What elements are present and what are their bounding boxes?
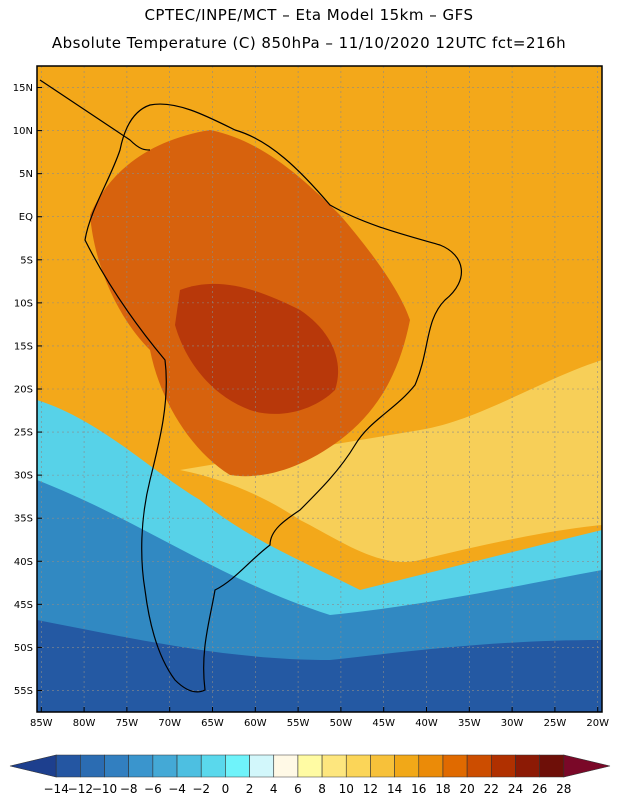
chart-title-line1: CPTEC/INPE/MCT – Eta Model 15km – GFS	[144, 6, 474, 24]
colorbar-swatch	[515, 754, 540, 778]
lat-tick-label: 50S	[14, 643, 33, 654]
colorbar-label: −14	[44, 782, 69, 796]
lon-tick-label: 85W	[30, 718, 53, 729]
lat-lon-grid	[37, 66, 602, 712]
colorbar-label: 28	[556, 782, 571, 796]
colorbar-swatch	[9, 754, 57, 778]
colorbar-swatch	[394, 754, 420, 778]
lon-tick-label: 35W	[458, 718, 481, 729]
colorbar-swatch	[466, 754, 492, 778]
longitude-axis: 85W 80W 75W 70W 65W 60W 55W 50W 45W 40W 35W 30W 25W 2…	[30, 707, 609, 729]
colorbar-swatch	[249, 754, 275, 778]
central-america-coastline	[39, 79, 151, 151]
colorbar-swatch	[539, 754, 565, 778]
lon-tick-label: 25W	[544, 718, 567, 729]
lat-tick-label: 10S	[14, 298, 33, 309]
colorbar-swatch	[200, 754, 226, 778]
colorbar-label: 18	[435, 782, 450, 796]
colorbar-label: 14	[387, 782, 402, 796]
colorbar-label: 22	[484, 782, 499, 796]
colorbar-swatch	[128, 754, 154, 778]
lon-tick-label: 55W	[287, 718, 310, 729]
colorbar-swatch	[370, 754, 395, 778]
colorbar-swatch	[55, 754, 81, 778]
colorbar-swatch	[491, 754, 516, 778]
colorbar-swatch	[345, 754, 371, 778]
colorbar-label: −4	[168, 782, 186, 796]
colorbar-swatch	[321, 754, 347, 778]
lat-tick-label: 20S	[14, 385, 33, 396]
cold-blue-region	[37, 470, 602, 660]
colorbar-label: −10	[92, 782, 117, 796]
colorbar-label: 20	[459, 782, 474, 796]
colorbar-label: 6	[294, 782, 302, 796]
colorbar-swatch	[297, 754, 323, 778]
lon-tick-label: 40W	[415, 718, 438, 729]
chart-title-line2: Absolute Temperature (C) 850hPa – 11/10/…	[51, 34, 567, 52]
hot-core-region	[175, 283, 339, 414]
cold-cyan-region	[37, 400, 602, 615]
south-yellow-region	[180, 360, 602, 562]
lon-tick-label: 50W	[330, 718, 353, 729]
colorbar-label: 26	[532, 782, 547, 796]
colorbar-swatch	[563, 754, 611, 778]
colorbar-label: 2	[246, 782, 254, 796]
colorbar: −14−12−10 −8 −6 −4 −2 0 2 4 6 8 10 12 14 16 18 20 22 24 26…	[9, 754, 611, 796]
lat-tick-label: 5S	[20, 255, 33, 266]
colorbar-label: 0	[222, 782, 230, 796]
latitude-axis: 15N 10N 5N EQ 5S 10S 15S 20S 25S 30S 35S 40S 45S 50S 5…	[13, 83, 42, 697]
lon-tick-label: 80W	[73, 718, 96, 729]
colorbar-label: −8	[120, 782, 138, 796]
colorbar-label: 12	[363, 782, 378, 796]
south-america-coastline	[84, 103, 462, 693]
colorbar-label: 8	[318, 782, 326, 796]
lat-tick-label: 25S	[14, 428, 33, 439]
lon-tick-label: 45W	[372, 718, 395, 729]
lon-tick-label: 70W	[158, 718, 181, 729]
colorbar-swatch	[152, 754, 178, 778]
colorbar-label: 24	[508, 782, 523, 796]
colorbar-label: 4	[270, 782, 278, 796]
lon-tick-label: 20W	[586, 718, 609, 729]
lat-tick-label: EQ	[19, 212, 33, 223]
lon-tick-label: 60W	[244, 718, 267, 729]
lat-tick-label: 15N	[13, 83, 33, 94]
lat-tick-label: 10N	[13, 126, 33, 137]
colorbar-label: −6	[144, 782, 162, 796]
colorbar-swatch	[176, 754, 202, 778]
colorbar-swatch	[273, 754, 299, 778]
colorbar-swatch	[225, 754, 250, 778]
lat-tick-label: 35S	[14, 514, 33, 525]
lat-tick-label: 40S	[14, 557, 33, 568]
colorbar-swatch	[442, 754, 468, 778]
lat-tick-label: 55S	[14, 686, 33, 697]
colorbar-swatch	[104, 754, 129, 778]
colorbar-label: 16	[411, 782, 426, 796]
colorbar-label: −2	[192, 782, 210, 796]
colorbar-swatch	[80, 754, 105, 778]
lat-tick-label: 45S	[14, 600, 33, 611]
lat-tick-label: 30S	[14, 471, 33, 482]
colorbar-swatch	[418, 754, 444, 778]
colorbar-label: 10	[339, 782, 354, 796]
lon-tick-label: 75W	[116, 718, 139, 729]
lon-tick-label: 30W	[501, 718, 524, 729]
lat-tick-label: 15S	[14, 341, 33, 352]
lat-tick-label: 5N	[19, 169, 33, 180]
lon-tick-label: 65W	[201, 718, 224, 729]
colorbar-label: −12	[68, 782, 93, 796]
